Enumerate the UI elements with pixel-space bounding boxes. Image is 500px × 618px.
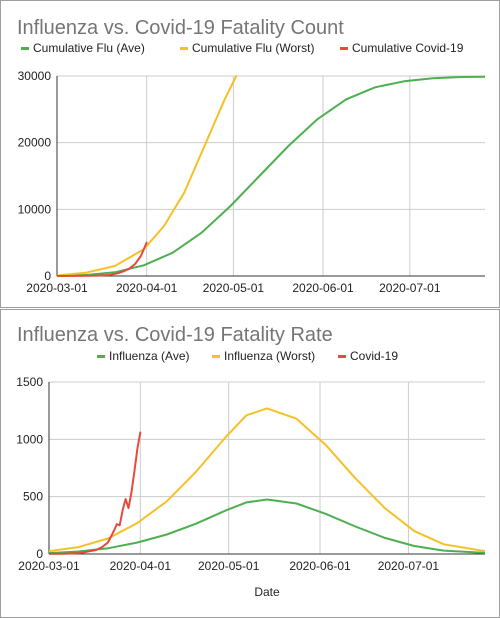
x-tick-label: 2020-06-01 xyxy=(292,281,354,295)
chart-title: Influenza vs. Covid-19 Fatality Rate xyxy=(17,324,333,346)
x-tick-label: 2020-05-01 xyxy=(203,281,265,295)
series-line xyxy=(57,75,485,277)
x-axis-label: Date xyxy=(254,585,280,599)
y-tick-label: 0 xyxy=(36,547,43,561)
legend-label: Covid-19 xyxy=(350,349,398,363)
legend-swatch xyxy=(340,47,348,50)
x-tick-label: 2020-04-01 xyxy=(110,559,172,573)
series-line xyxy=(49,498,485,555)
fatality-count-chart: Influenza vs. Covid-19 Fatality Count Cum… xyxy=(17,17,485,295)
chart-panel-fatality-count: Influenza vs. Covid-19 Fatality Count Cum… xyxy=(0,0,500,308)
fatality-rate-chart: Influenza vs. Covid-19 Fatality Rate Infl… xyxy=(16,324,485,599)
series-line xyxy=(49,407,485,553)
y-tick-label: 20000 xyxy=(18,136,52,150)
x-tick-label: 2020-07-01 xyxy=(378,559,440,573)
y-tick-label: 1500 xyxy=(16,375,43,389)
chart-panel-fatality-rate: Influenza vs. Covid-19 Fatality Rate Infl… xyxy=(0,309,500,618)
series-line xyxy=(49,431,142,555)
y-tick-label: 1000 xyxy=(16,432,43,446)
y-tick-label: 0 xyxy=(44,269,51,283)
legend-label: Influenza (Ave) xyxy=(109,349,190,363)
x-tick-label: 2020-06-01 xyxy=(289,559,351,573)
legend-swatch xyxy=(21,47,29,50)
y-tick-label: 30000 xyxy=(18,69,52,83)
legend-swatch xyxy=(338,355,346,358)
y-tick-label: 10000 xyxy=(18,202,52,216)
legend-swatch xyxy=(180,47,188,50)
legend-swatch xyxy=(97,355,105,358)
x-tick-label: 2020-04-01 xyxy=(116,281,178,295)
x-tick-label: 2020-03-01 xyxy=(18,559,80,573)
x-tick-label: 2020-03-01 xyxy=(26,281,88,295)
legend-label: Cumulative Flu (Worst) xyxy=(192,41,314,55)
x-tick-label: 2020-07-01 xyxy=(379,281,441,295)
y-tick-label: 500 xyxy=(23,490,43,504)
legend-label: Cumulative Covid-19 xyxy=(352,41,464,55)
legend-swatch xyxy=(212,355,220,358)
x-tick-label: 2020-05-01 xyxy=(198,559,260,573)
series-line xyxy=(57,241,148,277)
chart-title: Influenza vs. Covid-19 Fatality Count xyxy=(17,17,344,39)
series-group xyxy=(57,75,485,277)
legend-label: Cumulative Flu (Ave) xyxy=(33,41,145,55)
series-group xyxy=(49,407,485,555)
legend-label: Influenza (Worst) xyxy=(224,349,315,363)
